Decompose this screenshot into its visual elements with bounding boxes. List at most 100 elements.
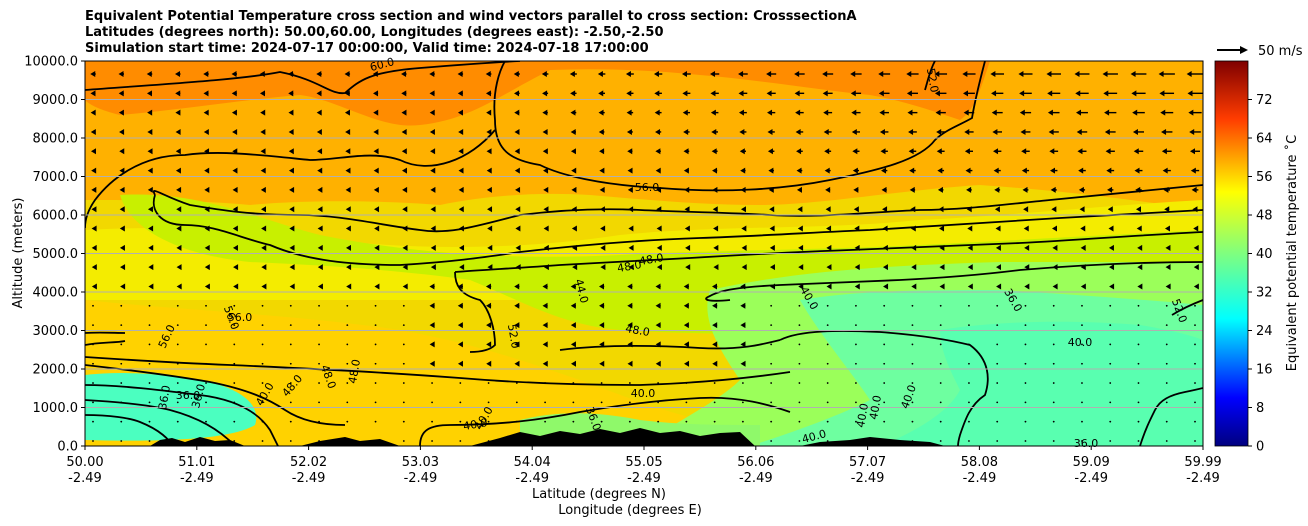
wind-vector: [963, 90, 975, 97]
wind-vector: [175, 128, 181, 135]
wind-vector: [120, 283, 126, 290]
wind-vector: [908, 128, 917, 135]
wind-vector: [92, 420, 94, 423]
wind-vector: [204, 244, 210, 251]
wind-vector: [176, 362, 179, 365]
wind-vector: [712, 186, 718, 193]
wind-vector: [684, 225, 690, 232]
wind-vector: [1047, 90, 1061, 97]
wind-vector: [683, 128, 690, 135]
wind-vector: [770, 362, 773, 365]
x-tick-label-lat: 53.03: [402, 455, 439, 470]
wind-vector: [147, 206, 153, 213]
wind-vector: [797, 225, 803, 232]
y-tick-label: 7000.0: [33, 170, 79, 185]
wind-vector: [346, 324, 349, 327]
wind-vector: [232, 244, 238, 251]
y-axis-label: Altitude (meters): [11, 198, 26, 309]
wind-vector: [289, 382, 292, 384]
wind-vector: [1081, 382, 1083, 384]
wind-vector: [1165, 304, 1168, 307]
wind-vector: [1107, 186, 1114, 193]
x-tick-label-lon: -2.49: [1074, 471, 1108, 486]
wind-vector: [600, 244, 606, 251]
wind-vector: [911, 440, 914, 442]
wind-vector: [346, 244, 352, 251]
wind-vector: [741, 420, 744, 423]
wind-vector: [625, 71, 634, 77]
wind-vector: [346, 362, 349, 365]
wind-vector: [770, 401, 773, 404]
wind-vector: [1081, 343, 1083, 346]
wind-vector: [373, 109, 379, 116]
wind-vector: [317, 206, 323, 213]
wind-vector: [261, 401, 264, 404]
wind-vector: [176, 440, 179, 442]
wind-vector: [1024, 420, 1027, 423]
wind-vector: [1137, 420, 1140, 423]
y-tick-label: 4000.0: [33, 286, 79, 301]
wind-vector: [374, 283, 380, 290]
x-tick-label-lat: 59.99: [1184, 455, 1221, 470]
y-tick-label: 6000.0: [33, 209, 79, 224]
wind-vector: [571, 167, 577, 174]
wind-vector: [373, 128, 379, 135]
wind-vector: [797, 206, 803, 213]
wind-vector: [1165, 401, 1168, 404]
wind-vector: [770, 420, 773, 423]
wind-vector: [655, 283, 661, 290]
wind-vector: [318, 420, 320, 423]
wind-vector: [260, 186, 266, 193]
wind-vector: [1161, 128, 1173, 135]
wind-vector: [826, 324, 829, 327]
wind-vector: [883, 304, 886, 307]
wind-vector: [996, 343, 999, 346]
wind-vector: [626, 128, 633, 135]
contour-line: [1171, 299, 1203, 316]
wind-vector: [459, 440, 462, 442]
wind-vector: [911, 283, 917, 290]
wind-vector: [741, 382, 744, 384]
wind-vector: [147, 128, 153, 135]
wind-vector: [147, 109, 153, 116]
wind-vector: [880, 148, 888, 155]
wind-vector: [429, 128, 435, 135]
wind-vector: [542, 148, 548, 155]
wind-vector: [769, 244, 775, 251]
wind-vector: [683, 322, 689, 329]
wind-vector: [430, 264, 436, 271]
wind-vector: [934, 71, 948, 77]
wind-vector: [1137, 283, 1143, 290]
wind-vector: [1194, 343, 1196, 346]
wind-vector: [1102, 71, 1118, 77]
wind-vector: [993, 148, 1002, 155]
wind-vector: [770, 283, 776, 290]
wind-vector: [374, 420, 377, 423]
wind-vector: [966, 206, 972, 213]
wind-vector: [712, 322, 718, 329]
wind-vector: [1024, 382, 1027, 384]
x-tick-label-lon: -2.49: [404, 471, 438, 486]
wind-vector: [260, 109, 266, 116]
wind-vector: [1164, 225, 1170, 232]
wind-vector: [855, 324, 857, 327]
wind-vector: [1133, 148, 1144, 155]
wind-vector: [1193, 225, 1199, 232]
wind-vector: [91, 283, 97, 290]
wind-vector: [599, 302, 605, 309]
wind-vector: [627, 341, 633, 348]
wind-vector: [685, 401, 688, 404]
wind-vector: [910, 225, 916, 232]
wind-vector: [823, 128, 832, 135]
wind-vector: [682, 71, 691, 77]
field-dark-orange: [85, 61, 990, 126]
wind-vector: [486, 322, 492, 329]
colorbar-tick-label: 16: [1256, 363, 1273, 378]
wind-vector: [968, 401, 970, 404]
wind-vector: [825, 206, 831, 213]
wind-vector: [599, 167, 605, 174]
wind-vector: [685, 420, 688, 423]
wind-vector: [883, 362, 886, 365]
wind-vector: [458, 167, 464, 174]
wind-vector: [1081, 304, 1083, 307]
